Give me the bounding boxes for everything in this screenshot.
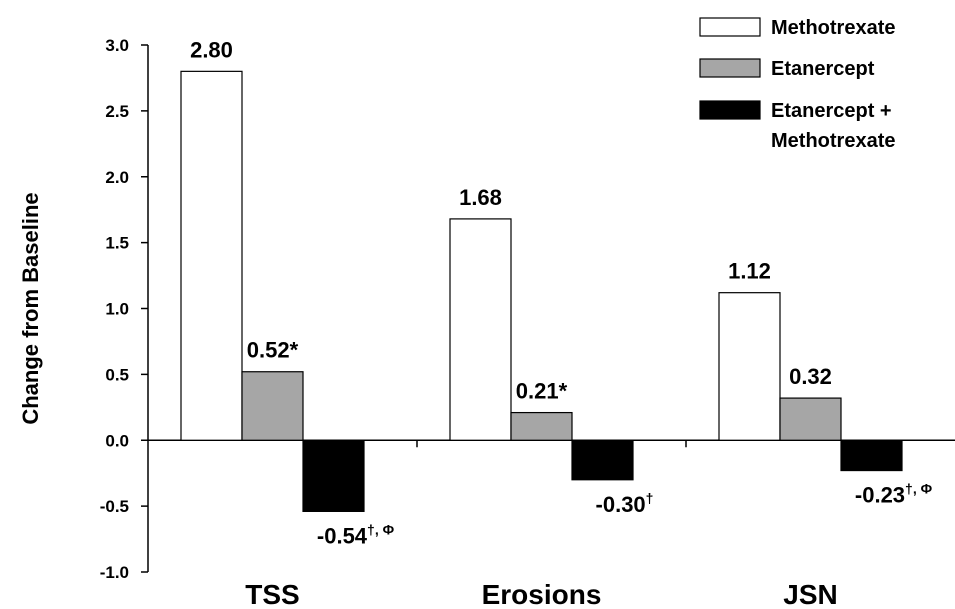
bar	[302, 439, 365, 512]
data-label: -0.23†, Φ	[855, 481, 933, 508]
y-tick-label: 0.5	[105, 365, 129, 384]
data-label: -0.30†	[596, 490, 654, 517]
y-tick-label: -0.5	[100, 497, 129, 516]
data-label-value: -0.30	[596, 492, 646, 517]
y-tick-label: 1.0	[105, 300, 129, 319]
bar	[180, 70, 243, 441]
y-tick-label: 2.5	[105, 102, 129, 121]
data-label-value: -0.23	[855, 483, 905, 508]
y-axis-title: Change from Baseline	[18, 192, 43, 424]
data-label: 0.52*	[247, 338, 299, 363]
data-label-value: 1.68	[459, 185, 502, 210]
data-label-footnote: †, Φ	[905, 481, 933, 497]
category-label: TSS	[245, 579, 299, 609]
legend-swatch	[699, 17, 761, 37]
axes: 3.0 2.5 2.0 1.5 1.0 0.5 0.0 -0.5 -1.0 Change from…	[18, 36, 955, 609]
data-label: 1.68	[459, 185, 502, 210]
data-label: -0.54†, Φ	[317, 521, 395, 548]
data-label-footnote: †	[646, 490, 654, 506]
legend-label: Methotrexate	[771, 130, 895, 152]
legend-label: Methotrexate	[771, 17, 895, 39]
bar	[779, 397, 842, 441]
data-label-value: 2.80	[190, 37, 233, 62]
data-labels: 2.801.681.120.52*0.21*0.32-0.54†, Φ-0.30…	[190, 37, 933, 548]
y-tick-label: 2.0	[105, 168, 129, 187]
data-label-value: -0.54	[317, 523, 368, 548]
y-tick-label: 3.0	[105, 36, 129, 55]
legend: Methotrexate Etanercept Etanercept + Methot…	[699, 17, 895, 152]
data-label-value: 0.32	[789, 364, 832, 389]
bar	[840, 439, 903, 472]
bar	[510, 411, 573, 441]
legend-swatch	[699, 100, 761, 120]
category-label: Erosions	[482, 579, 602, 609]
category-label: JSN	[783, 579, 837, 609]
bar	[241, 371, 304, 441]
y-tick-label: 1.5	[105, 234, 129, 253]
legend-label: Etanercept +	[771, 100, 892, 122]
bars	[180, 70, 903, 512]
data-label: 0.21*	[516, 379, 568, 404]
data-label: 2.80	[190, 37, 233, 62]
legend-swatch	[699, 58, 761, 78]
bar	[718, 292, 781, 441]
data-label-footnote: †, Φ	[367, 521, 395, 537]
data-label-value: 0.52*	[247, 338, 299, 363]
data-label: 1.12	[728, 259, 771, 284]
y-tick-label: -1.0	[100, 563, 129, 582]
y-tick-label: 0.0	[105, 431, 129, 450]
bar	[571, 439, 634, 481]
data-label-value: 1.12	[728, 259, 771, 284]
legend-label: Etanercept	[771, 58, 875, 80]
data-label: 0.32	[789, 364, 832, 389]
data-label-value: 0.21*	[516, 379, 568, 404]
bar	[449, 218, 512, 441]
